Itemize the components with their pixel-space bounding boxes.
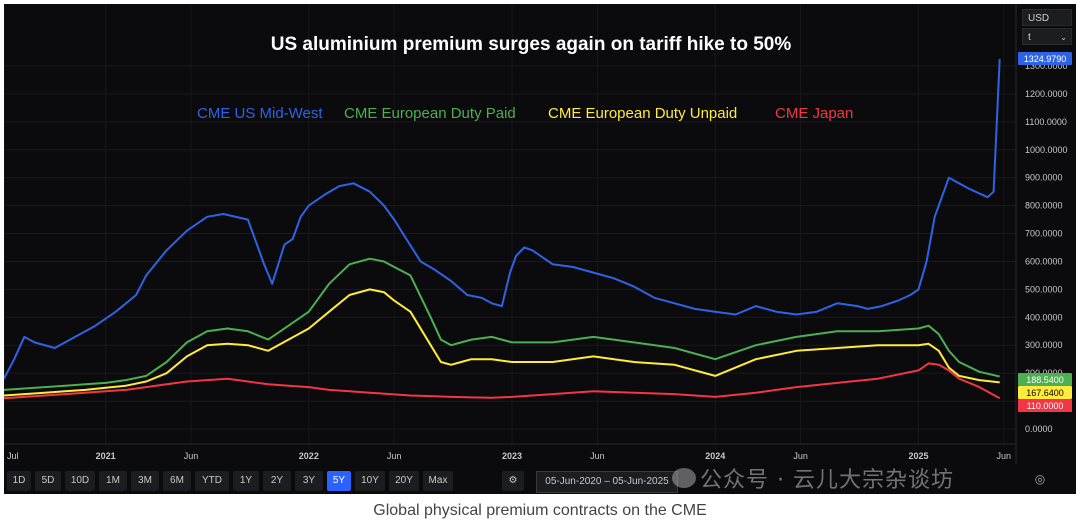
x-tick-label: 2021 bbox=[96, 451, 116, 461]
legend-eu_unpaid: CME European Duty Unpaid bbox=[548, 105, 737, 122]
y-tick-label: 700.0000 bbox=[1025, 229, 1063, 239]
x-tick-label: Jun bbox=[590, 451, 605, 461]
range-button-3y[interactable]: 3Y bbox=[295, 471, 323, 491]
range-button-6m[interactable]: 6M bbox=[163, 471, 191, 491]
y-tick-label: 800.0000 bbox=[1025, 201, 1063, 211]
x-tick-label: 2025 bbox=[908, 451, 928, 461]
last-value-label-japan: 110.0000 bbox=[1027, 401, 1064, 411]
series-line-us bbox=[4, 58, 1001, 380]
last-value-tag-eu_unpaid bbox=[1018, 386, 1072, 399]
y-tick-label: 1200.0000 bbox=[1025, 89, 1068, 99]
legend-eu_paid: CME European Duty Paid bbox=[344, 105, 516, 122]
range-button-1d[interactable]: 1D bbox=[7, 471, 31, 491]
chart-panel: 0.0000100.0000200.0000300.0000400.000050… bbox=[4, 4, 1076, 494]
legend-japan: CME Japan bbox=[775, 105, 853, 122]
last-value-tag-eu_paid bbox=[1018, 373, 1072, 386]
date-range-input[interactable]: 05-Jun-2020 – 05-Jun-2025 bbox=[536, 471, 678, 493]
chevron-down-icon: ⌄ bbox=[1060, 33, 1067, 42]
y-tick-label: 1300.0000 bbox=[1025, 61, 1068, 71]
y-tick-label: 500.0000 bbox=[1025, 284, 1063, 294]
x-tick-label: 2023 bbox=[502, 451, 522, 461]
series-line-eu_unpaid bbox=[4, 288, 1000, 397]
x-tick-label: Jun bbox=[184, 451, 199, 461]
range-button-3m[interactable]: 3M bbox=[131, 471, 159, 491]
y-tick-label: 1000.0000 bbox=[1025, 145, 1068, 155]
x-tick-label: Jul bbox=[7, 451, 19, 461]
range-button-20y[interactable]: 20Y bbox=[389, 471, 419, 491]
wechat-icon bbox=[672, 468, 696, 488]
last-value-tag-japan bbox=[1018, 399, 1072, 412]
range-button-max[interactable]: Max bbox=[423, 471, 453, 491]
legend-us: CME US Mid-West bbox=[197, 105, 323, 122]
range-button-5d[interactable]: 5D bbox=[35, 471, 61, 491]
auto-scale-button[interactable]: ◎ bbox=[1026, 467, 1054, 491]
x-tick-label: 2022 bbox=[299, 451, 319, 461]
figure-caption: Global physical premium contracts on the… bbox=[373, 502, 707, 519]
y-tick-label: 0.0000 bbox=[1025, 424, 1053, 434]
series-line-japan bbox=[4, 362, 1001, 400]
currency-select[interactable]: USD bbox=[1022, 9, 1072, 26]
x-tick-label: Jun bbox=[997, 451, 1012, 461]
range-button-2y[interactable]: 2Y bbox=[263, 471, 291, 491]
chart-title: US aluminium premium surges again on tar… bbox=[271, 34, 792, 55]
x-tick-label: Jun bbox=[387, 451, 402, 461]
y-tick-label: 400.0000 bbox=[1025, 312, 1063, 322]
y-tick-label: 1100.0000 bbox=[1025, 117, 1067, 127]
y-tick-label: 300.0000 bbox=[1025, 340, 1063, 350]
currency-value: USD bbox=[1028, 13, 1050, 24]
last-value-label-eu_paid: 188.5400 bbox=[1026, 375, 1064, 385]
y-tick-label: 900.0000 bbox=[1025, 173, 1063, 183]
target-icon: ◎ bbox=[1034, 472, 1046, 486]
chart-svg: 0.0000100.0000200.0000300.0000400.000050… bbox=[4, 4, 1072, 464]
range-button-10y[interactable]: 10Y bbox=[355, 471, 385, 491]
range-button-5y[interactable]: 5Y bbox=[327, 471, 351, 491]
last-value-label-us: 1324.9790 bbox=[1024, 54, 1067, 64]
range-button-10d[interactable]: 10D bbox=[65, 471, 95, 491]
gear-icon: ⚙ bbox=[508, 475, 518, 486]
label-layer: US aluminium premium surges again on tar… bbox=[197, 34, 1072, 412]
x-tick-label: Jun bbox=[793, 451, 808, 461]
series-line-eu_paid bbox=[4, 257, 1000, 391]
last-value-tag-us bbox=[1018, 52, 1072, 66]
unit-select[interactable]: t ⌄ bbox=[1022, 28, 1072, 45]
last-value-label-eu_unpaid: 167.6400 bbox=[1026, 388, 1064, 398]
series-layer bbox=[4, 58, 1001, 400]
settings-button[interactable]: ⚙ bbox=[502, 471, 524, 491]
range-button-1y[interactable]: 1Y bbox=[233, 471, 259, 491]
y-tick-label: 600.0000 bbox=[1025, 256, 1063, 266]
range-button-ytd[interactable]: YTD bbox=[195, 471, 229, 491]
unit-value: t bbox=[1028, 32, 1031, 43]
range-button-1m[interactable]: 1M bbox=[99, 471, 127, 491]
watermark: 公众号 · 云儿大宗杂谈坊 bbox=[700, 468, 954, 493]
date-range-text: 05-Jun-2020 – 05-Jun-2025 bbox=[545, 476, 669, 487]
x-tick-label: 2024 bbox=[705, 451, 725, 461]
